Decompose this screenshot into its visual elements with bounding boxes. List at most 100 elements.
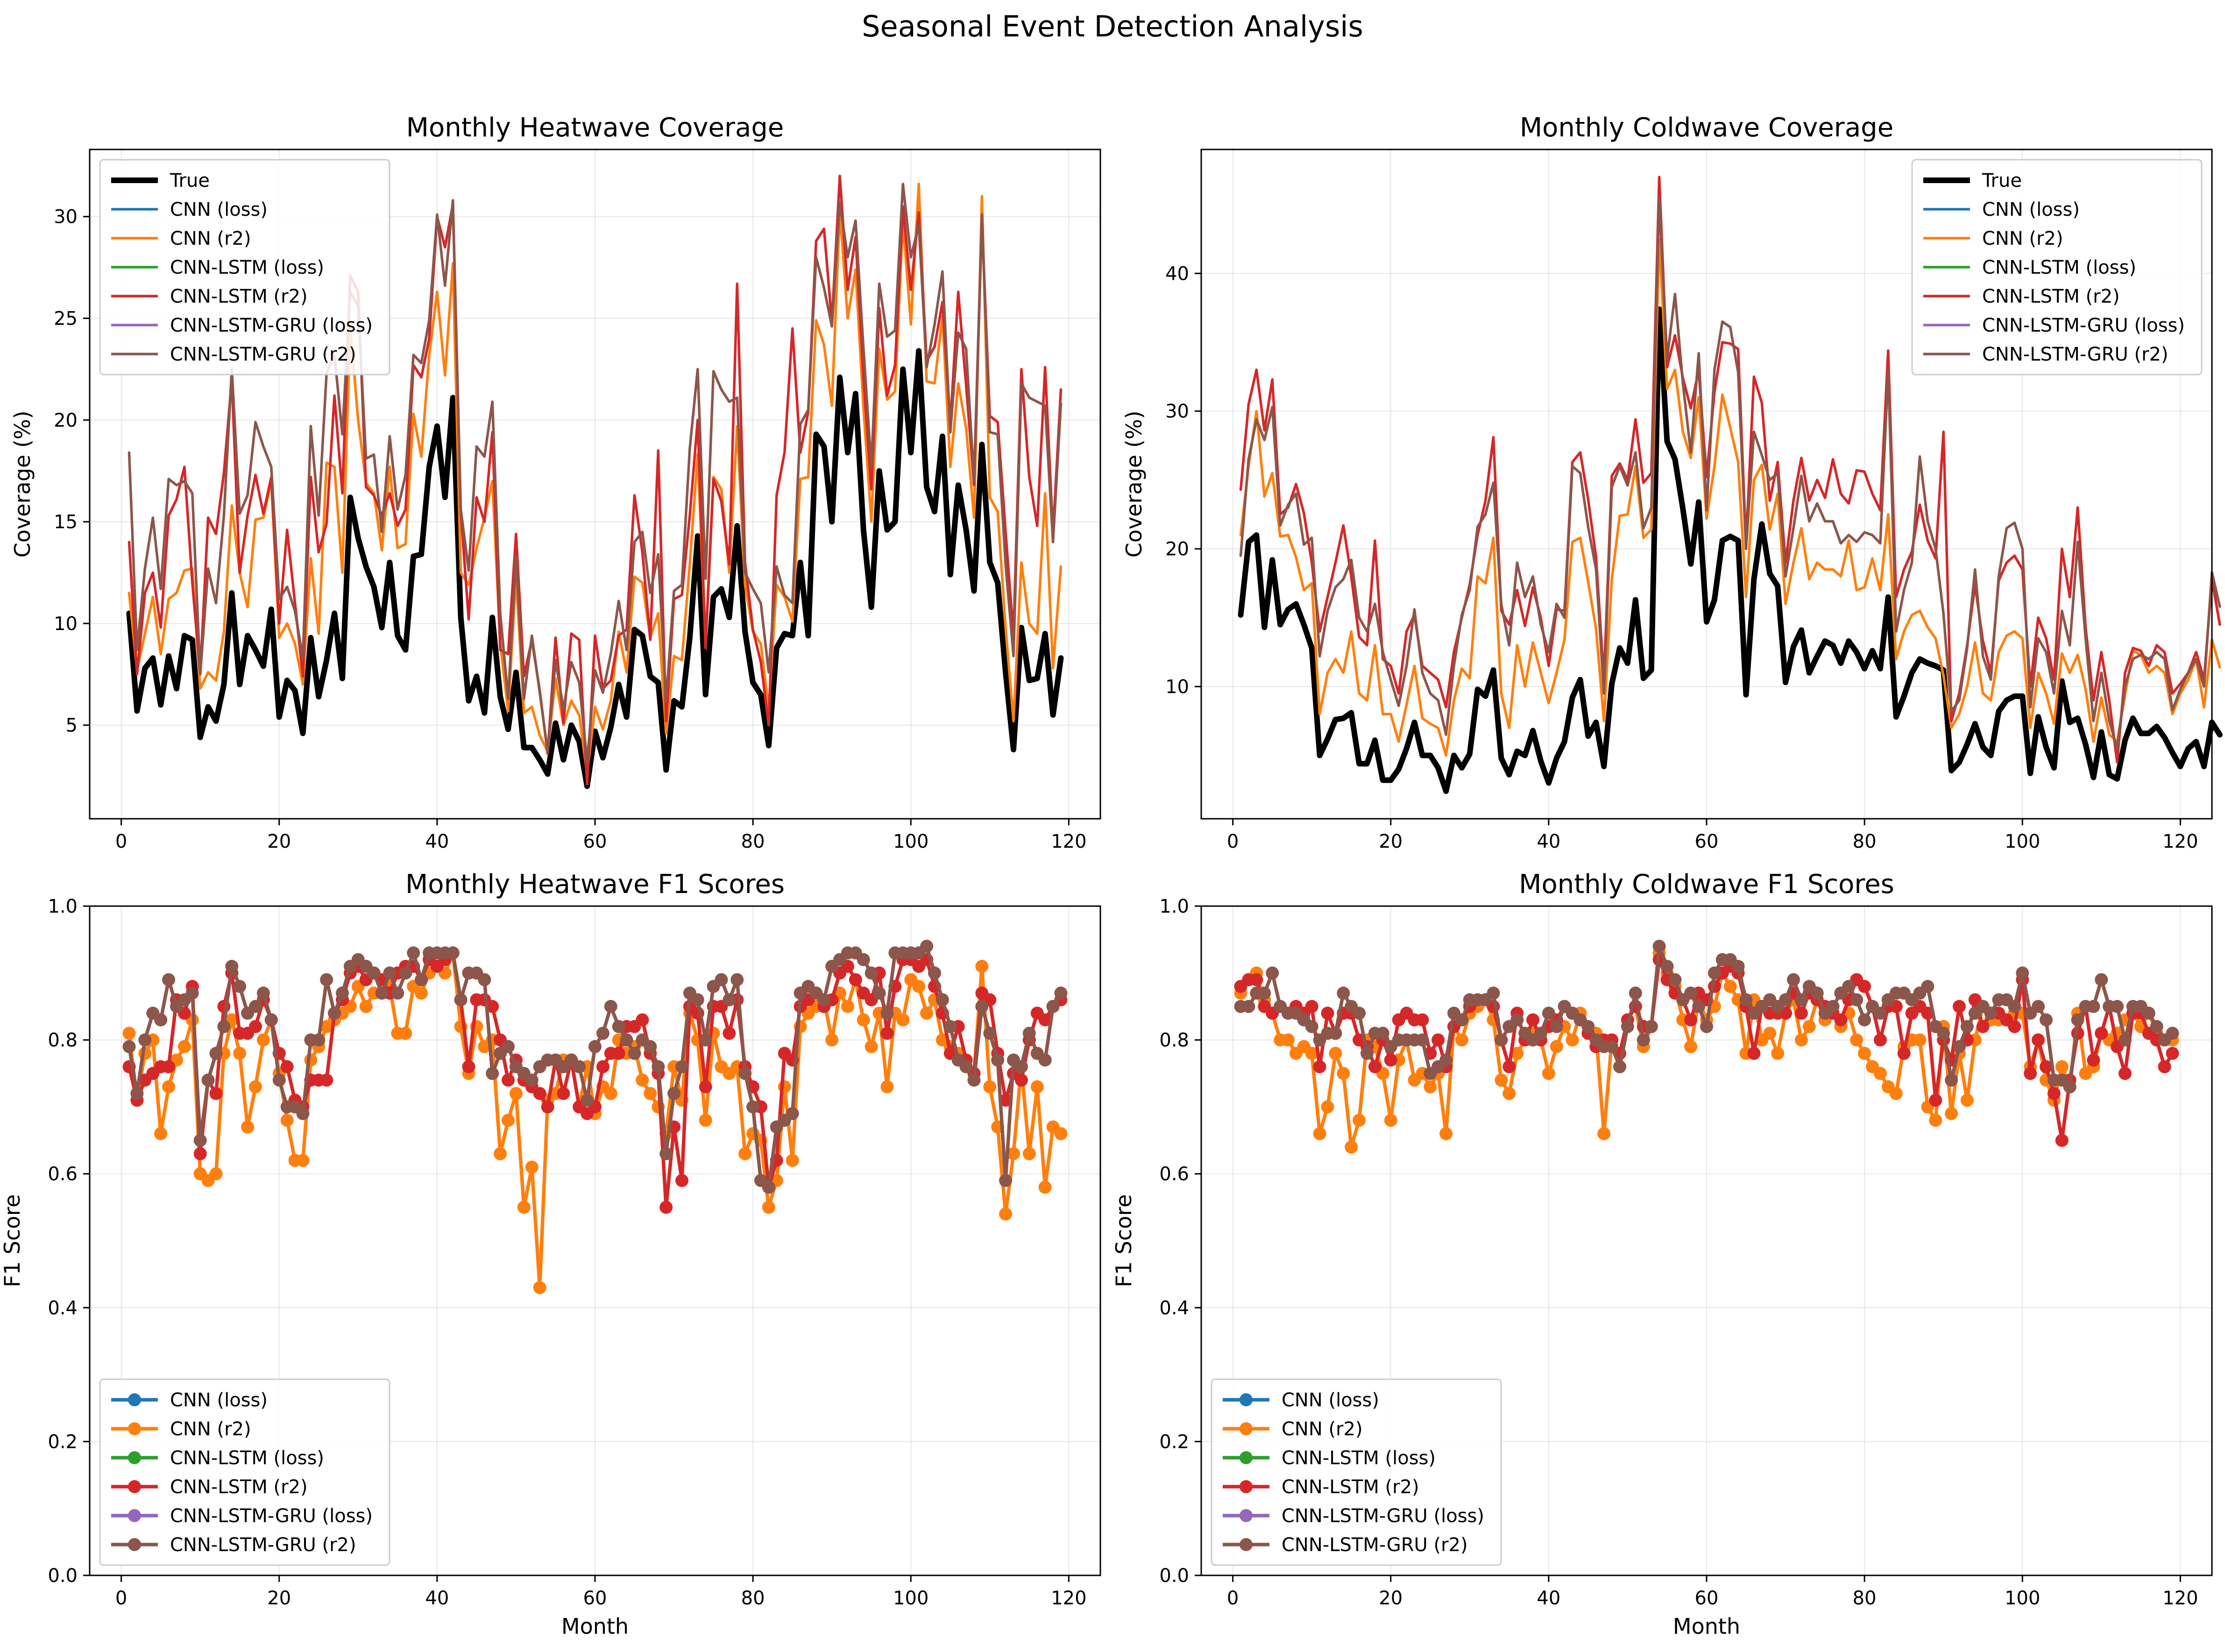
data-point: [256, 1033, 270, 1047]
x-tick-label: 100: [893, 1588, 928, 1609]
data-point: [391, 986, 404, 1000]
data-point: [636, 1073, 649, 1087]
legend-label: CNN (r2): [1982, 228, 2063, 249]
data-point: [1581, 1020, 1595, 1033]
y-axis-label: Coverage (%): [1121, 411, 1147, 558]
y-tick-label: 10: [1165, 676, 1189, 698]
data-point: [1022, 1147, 1036, 1161]
y-tick-label: 0.2: [1159, 1431, 1189, 1453]
data-point: [983, 1027, 997, 1040]
x-tick-label: 20: [267, 831, 291, 852]
data-point: [1810, 986, 1824, 1000]
data-point: [596, 1027, 609, 1040]
legend-label: CNN-LSTM (loss): [170, 1447, 324, 1469]
data-point: [1660, 960, 1674, 973]
chart-panel-2: 0 20 40 60 80 100 120 10 20 30 40 Monthly Coldwave …: [1121, 113, 2223, 852]
x-tick-label: 60: [1695, 831, 1719, 852]
legend-box: [1911, 159, 2203, 376]
data-point: [2095, 973, 2108, 986]
series-line-cnn-lstm-r2: [1239, 176, 2221, 764]
y-tick-label: 0.8: [1159, 1030, 1189, 1051]
legend-item-cnn-lstm-gru-loss: CNN-LSTM-GRU (loss): [111, 1505, 373, 1527]
legend-label: CNN-LSTM-GRU (r2): [170, 344, 356, 365]
data-point: [1046, 1000, 1060, 1013]
x-tick-label: 20: [267, 1588, 291, 1609]
data-point: [2047, 1087, 2061, 1100]
x-tick-label: 100: [2005, 1588, 2040, 1609]
x-tick-label: 60: [583, 1588, 607, 1609]
legend-item-cnn-loss: CNN (loss): [1923, 199, 2080, 220]
data-point: [280, 1113, 294, 1127]
x-tick-label: 40: [1537, 1588, 1560, 1609]
data-point: [1953, 1000, 1966, 1013]
data-point: [857, 953, 870, 966]
legend-marker: [1240, 1509, 1253, 1522]
data-point: [2055, 1134, 2069, 1147]
data-point: [817, 993, 831, 1007]
data-point: [1416, 1033, 1429, 1047]
data-point: [2166, 1047, 2179, 1060]
data-point: [943, 1020, 957, 1033]
data-point: [1353, 1007, 1366, 1020]
data-point: [1439, 1053, 1453, 1067]
data-point: [1014, 1073, 1028, 1087]
data-point: [1455, 1013, 1468, 1027]
data-point: [509, 1087, 523, 1100]
data-point: [1802, 1020, 1816, 1033]
x-axis-label: Month: [1673, 1614, 1740, 1639]
legend-item-cnn-lstm-gru-r2: CNN-LSTM-GRU (r2): [111, 1534, 356, 1556]
data-point: [1684, 1040, 1698, 1053]
legend: CNN (loss) CNN (r2) CNN-LSTM (loss) CNN-LST…: [99, 1378, 390, 1566]
legend-box: [99, 159, 390, 376]
data-point: [2095, 1027, 2108, 1040]
legend: True CNN (loss) CNN (r2) CNN-LSTM (loss) CNN…: [99, 159, 390, 376]
data-point: [1873, 1033, 1887, 1047]
data-point: [1258, 986, 1271, 1000]
series-group: [122, 940, 1068, 1294]
data-point: [659, 1147, 673, 1161]
y-tick-label: 0.4: [48, 1297, 78, 1319]
legend-item-cnn-lstm-gru-loss: CNN-LSTM-GRU (loss): [111, 315, 373, 336]
series-group: [1238, 176, 2223, 794]
legend-label: CNN-LSTM-GRU (r2): [1982, 344, 2168, 365]
data-point: [415, 986, 428, 1000]
data-point: [1345, 1140, 1358, 1154]
data-point: [1684, 1013, 1698, 1027]
data-point: [628, 1047, 641, 1060]
data-point: [328, 1007, 341, 1020]
data-point: [2032, 1033, 2045, 1047]
legend-marker: [128, 1422, 141, 1435]
data-point: [935, 993, 949, 1007]
data-point: [825, 1033, 839, 1047]
data-point: [1550, 1040, 1563, 1053]
data-point: [264, 1013, 278, 1027]
data-point: [1960, 1093, 1974, 1107]
legend-item-cnn-lstm-r2: CNN-LSTM (r2): [111, 1476, 308, 1498]
data-point: [573, 1060, 586, 1073]
data-point: [2063, 1080, 2076, 1093]
legend-label: CNN (loss): [170, 199, 268, 220]
data-point: [762, 1180, 775, 1194]
data-point: [154, 1127, 168, 1141]
data-point: [296, 1154, 310, 1167]
data-point: [233, 980, 247, 993]
data-point: [1826, 1000, 1840, 1013]
legend-label: True: [1982, 170, 2022, 191]
data-point: [162, 1060, 176, 1073]
data-point: [699, 1080, 712, 1093]
legend-item-cnn-lstm-r2: CNN-LSTM (r2): [1223, 1476, 1419, 1498]
data-point: [446, 946, 460, 960]
data-point: [675, 1060, 688, 1073]
data-point: [1550, 1020, 1563, 1033]
data-point: [241, 1120, 255, 1134]
legend-label: True: [170, 170, 210, 191]
data-point: [2119, 1067, 2132, 1080]
legend-label: CNN-LSTM (loss): [170, 257, 324, 278]
data-point: [1747, 1047, 1761, 1060]
y-axis-label: Coverage (%): [10, 411, 35, 558]
data-point: [2087, 1000, 2100, 1013]
data-point: [849, 973, 862, 986]
data-point: [1305, 1020, 1318, 1033]
data-point: [454, 993, 468, 1007]
data-point: [2111, 1000, 2124, 1013]
